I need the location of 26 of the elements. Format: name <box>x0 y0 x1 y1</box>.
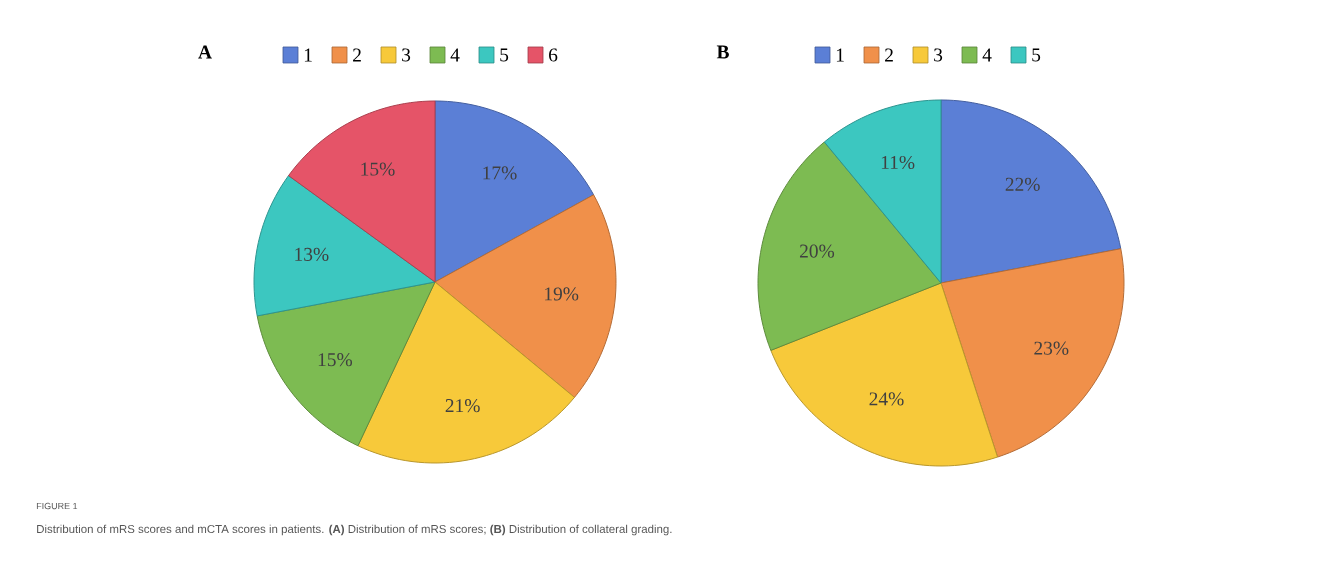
chart-title: B <box>716 45 729 59</box>
data-label: 24% <box>869 392 904 406</box>
data-label: 21% <box>445 399 480 413</box>
legend-label: 1 <box>304 48 312 62</box>
data-label: 17% <box>483 166 517 180</box>
legend-label: 2 <box>353 48 361 62</box>
data-label: 22% <box>1005 177 1040 191</box>
data-label: 19% <box>545 287 579 301</box>
text: Distribution of mRS scores and mCTA scores in patients. (A) Distribution of mRS scores; (B) Distribution of collateral grading. <box>37 524 672 536</box>
data-label: 11% <box>881 155 915 170</box>
data-label: 23% <box>1034 341 1069 355</box>
legend-label: 2 <box>885 48 893 62</box>
legend-label: 3 <box>402 48 411 62</box>
data-label: 15% <box>318 353 353 367</box>
chart-title: A <box>198 45 212 59</box>
legend-label: 5 <box>1032 48 1041 62</box>
legend-label: 6 <box>549 48 558 62</box>
legend-label: 3 <box>934 48 943 62</box>
legend-label: 1 <box>836 48 844 62</box>
caption: FIGURE 1 <box>36 502 78 510</box>
data-label: 13% <box>295 247 329 261</box>
legend-label: 5 <box>500 48 509 62</box>
legend-label: 4 <box>450 48 460 62</box>
legend-label: 4 <box>982 48 992 62</box>
data-label: 20% <box>799 244 835 258</box>
data-label: 15% <box>361 162 395 176</box>
